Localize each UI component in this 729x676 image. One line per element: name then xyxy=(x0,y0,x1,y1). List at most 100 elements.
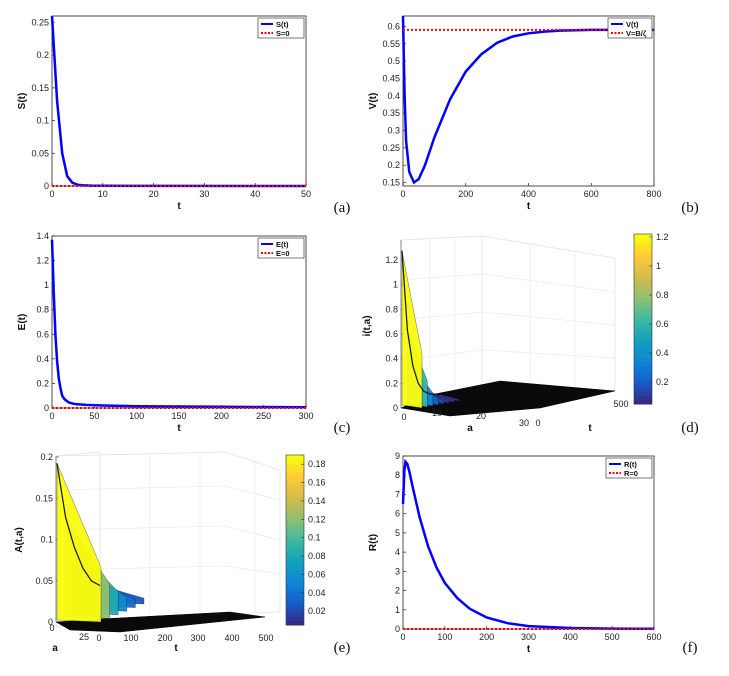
y-tick-label: 0 xyxy=(44,181,49,191)
y-axis-label: S(t) xyxy=(17,93,28,110)
a-tick-label: 20 xyxy=(476,411,486,421)
a-tick-label: 30 xyxy=(519,418,529,428)
z-tick-label: 0 xyxy=(393,403,398,413)
x-tick-label: 20 xyxy=(149,189,159,199)
colorbar-cell xyxy=(286,561,304,566)
z-tick-label: 0.15 xyxy=(35,493,53,503)
z-axis-label: A(t,a) xyxy=(14,527,25,553)
x-axis-label: t xyxy=(177,423,181,434)
surface-edge xyxy=(401,250,441,395)
z-tick-label: 0 xyxy=(48,617,53,627)
colorbar-cell xyxy=(286,591,304,596)
colorbar-tick-label: 0.04 xyxy=(308,588,326,598)
y-tick-label: 0.2 xyxy=(36,50,49,60)
colorbar-cell xyxy=(286,506,304,511)
series-line-0 xyxy=(50,239,307,409)
a-tick-label: 10 xyxy=(432,408,442,418)
colorbar-cell xyxy=(286,586,304,592)
colorbar-frame xyxy=(633,233,653,405)
t-tick-label: 500 xyxy=(258,633,273,643)
colorbar-cell xyxy=(634,285,652,290)
colorbar-cell xyxy=(286,531,304,537)
colorbar-cell xyxy=(634,370,652,375)
colorbar-cell xyxy=(286,620,304,626)
colorbar-cell xyxy=(286,493,304,498)
y-tick-label: 0.45 xyxy=(382,73,400,83)
x-axis-label: t xyxy=(177,201,181,212)
colorbar-cell xyxy=(634,276,652,282)
a-tick-label: 0 xyxy=(401,412,406,422)
colorbar-cell xyxy=(634,246,652,252)
colorbar-cell xyxy=(634,391,652,396)
colorbar-cell xyxy=(634,387,652,392)
t-tick-label: 100 xyxy=(123,633,138,643)
y-tick-label: 0.3 xyxy=(387,125,400,135)
x-tick-label: 200 xyxy=(458,189,473,199)
legend-entry-1: S=0 xyxy=(276,29,290,38)
z-tick-label: 0.4 xyxy=(385,354,398,364)
z-tick-label: 0.2 xyxy=(40,452,53,462)
x-tick-label: 800 xyxy=(646,189,661,199)
z-tick-label: 0.1 xyxy=(40,535,53,545)
colorbar-cell xyxy=(286,616,304,622)
a-axis-label: a xyxy=(52,643,58,654)
z-tick-label: 1.2 xyxy=(385,255,398,265)
a-tick-label: 25 xyxy=(79,632,89,642)
colorbar-cell xyxy=(634,323,652,328)
legend-entry-1: V=B/ζ xyxy=(626,29,647,38)
t-axis-label: t xyxy=(588,423,592,434)
y-tick-label: 2 xyxy=(395,586,400,596)
colorbar-cell xyxy=(634,336,652,341)
y-tick-label: 0.4 xyxy=(387,91,400,101)
colorbar-tick-label: 0.06 xyxy=(308,569,326,579)
panel-4: 0 0.05 0.1 0.15 0.2 0 25 0 100 200 300 400 500 a t A(t,… xyxy=(14,451,350,656)
colorbar-cell xyxy=(286,467,304,473)
x-axis-label: t xyxy=(527,644,531,655)
colorbar-cell xyxy=(286,569,304,575)
x-tick-label: 50 xyxy=(89,411,99,421)
z-axis-label: i(t,a) xyxy=(362,315,373,336)
colorbar-cell xyxy=(634,293,652,299)
y-tick-label: 0.15 xyxy=(382,178,400,188)
colorbar-cell xyxy=(286,599,304,605)
legend-entry-0: R(t) xyxy=(624,460,637,469)
colorbar-cell xyxy=(634,361,652,367)
y-tick-label: 0.5 xyxy=(387,56,400,66)
colorbar-cell xyxy=(634,263,652,269)
grid-line xyxy=(481,349,616,359)
colorbar-cell xyxy=(634,399,652,405)
z-tick-label: 0.6 xyxy=(385,329,398,339)
colorbar-cell xyxy=(634,302,652,307)
colorbar-cell xyxy=(634,357,652,362)
t-tick-label: 300 xyxy=(190,633,205,643)
x-tick-label: 10 xyxy=(98,189,108,199)
y-tick-label: 0.05 xyxy=(31,148,49,158)
colorbar-cell xyxy=(286,557,304,562)
y-tick-label: 0 xyxy=(44,403,49,413)
grid-line xyxy=(224,525,281,541)
panel-label: (a) xyxy=(334,200,351,216)
colorbar-cell xyxy=(634,378,652,384)
panel-label: (b) xyxy=(681,200,699,216)
a-tick-label: 0 xyxy=(49,623,54,633)
legend-entry-0: S(t) xyxy=(276,20,289,29)
colorbar-cell xyxy=(634,280,652,286)
colorbar-cell xyxy=(286,455,304,460)
colorbar-cell xyxy=(634,340,652,345)
colorbar-cell xyxy=(286,514,304,520)
colorbar-cell xyxy=(634,314,652,320)
x-tick-label: 100 xyxy=(437,632,452,642)
colorbar-cell xyxy=(286,518,304,524)
panel-label: (c) xyxy=(334,420,351,436)
panel-5: 0 100 200 300 400 500 6000123456789tR(t)R(t)R=… xyxy=(368,451,698,656)
colorbar-cell xyxy=(634,255,652,260)
y-tick-label: 0.35 xyxy=(382,108,400,118)
colorbar-cell xyxy=(286,510,304,515)
t-tick-label: 400 xyxy=(224,633,239,643)
colorbar-tick-label: 0.14 xyxy=(308,496,326,506)
colorbar-tick-label: 0.8 xyxy=(656,290,669,300)
y-tick-label: 0.4 xyxy=(36,354,49,364)
x-tick-label: 300 xyxy=(521,632,536,642)
surface-patch xyxy=(401,250,423,409)
colorbar-cell xyxy=(634,348,652,354)
